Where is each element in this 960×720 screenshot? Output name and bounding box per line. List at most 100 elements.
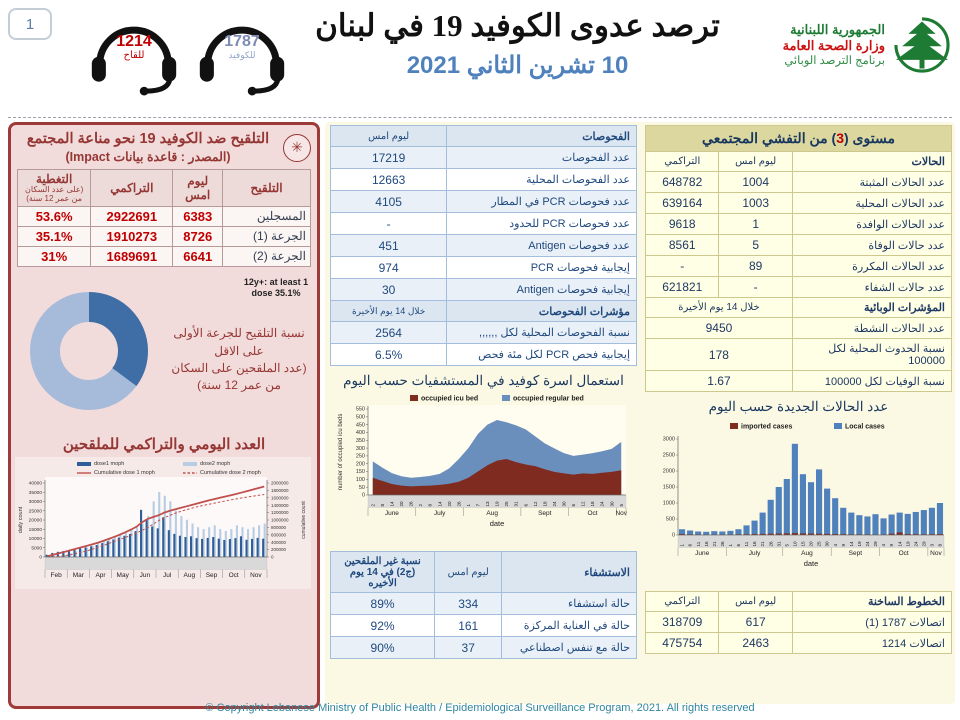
- svg-text:500: 500: [355, 415, 364, 421]
- svg-text:350: 350: [355, 438, 364, 444]
- svg-text:dose2 moph: dose2 moph: [200, 461, 230, 467]
- column-header: نسبة غير الملقحين (ج2) في 14 يوم الأخيره: [329, 551, 436, 593]
- svg-text:Mar: Mar: [73, 572, 85, 579]
- svg-text:15: 15: [800, 541, 805, 547]
- svg-text:1000000: 1000000: [271, 517, 289, 522]
- table-row: عدد الحالات الوافدة 1 9618: [644, 213, 953, 235]
- svg-text:date: date: [489, 519, 504, 528]
- svg-text:26: 26: [768, 541, 773, 547]
- report-date: 10 تشرين الثاني 2021: [406, 52, 629, 80]
- svg-text:0: 0: [361, 493, 364, 499]
- svg-text:20: 20: [399, 501, 404, 507]
- table-row: الجرعة (2) 6641 1689691 31%: [16, 245, 311, 267]
- table-row: عدد فحوصات Antigen 451: [329, 234, 637, 257]
- cases-column: مستوى (3) من التفشي المجتمعي الحالات ليو…: [644, 125, 953, 654]
- svg-text:14: 14: [897, 541, 902, 547]
- new-cases-chart-title: عدد الحالات الجديدة حسب اليوم: [708, 399, 889, 414]
- vaccination-panel-source: (المصدر : قاعدة بيانات Impact): [65, 149, 231, 164]
- column-header: التراكمي: [90, 169, 174, 207]
- column-header: الحالات: [791, 151, 953, 172]
- svg-text:7: 7: [475, 504, 480, 507]
- copyright-notice: © Copyright Lebanese Ministry of Public …: [205, 702, 755, 714]
- column-header: التلقيح: [222, 169, 311, 207]
- svg-text:20: 20: [808, 541, 813, 547]
- svg-text:occupied icu bed: occupied icu bed: [421, 396, 478, 403]
- donut-data-label: 12y+: at least 1 dose 35.1%: [243, 276, 309, 298]
- svg-text:1: 1: [679, 544, 684, 547]
- svg-text:dose1 moph: dose1 moph: [94, 461, 124, 467]
- table-row: عدد فحوصات PCR في المطار 4105: [329, 190, 637, 213]
- outbreak-level: 3: [836, 130, 844, 146]
- ministry-logo: الجمهورية اللبنانية وزارة الصحة العامة ب…: [735, 6, 953, 84]
- svg-text:5: 5: [618, 504, 623, 507]
- svg-text:Oct: Oct: [229, 572, 239, 579]
- svg-text:1: 1: [727, 544, 732, 547]
- svg-text:800000: 800000: [271, 525, 287, 530]
- svg-text:5: 5: [784, 544, 789, 547]
- logo-line1: الجمهورية اللبنانية: [790, 21, 885, 37]
- svg-text:June: June: [384, 510, 398, 517]
- headset-icon: [91, 26, 177, 96]
- svg-text:26: 26: [456, 501, 461, 507]
- column-header: التغطية (على عدد السكان من عمر 12 سنة): [16, 169, 92, 207]
- table-row: إيجابية فحوصات Antigen 30: [329, 278, 637, 301]
- svg-text:July: July: [748, 550, 760, 557]
- hotline-vaccine-number: 1214: [116, 33, 152, 50]
- svg-text:Sep: Sep: [206, 572, 218, 579]
- svg-text:1000: 1000: [662, 501, 674, 507]
- table-row: اتصالات 1787 (1) 617 318709: [644, 611, 953, 633]
- svg-text:Cumulative dose 2 moph: Cumulative dose 2 moph: [200, 470, 261, 476]
- svg-text:Nov: Nov: [250, 572, 262, 579]
- svg-text:13: 13: [485, 501, 490, 507]
- svg-text:400000: 400000: [271, 539, 287, 544]
- svg-text:8: 8: [937, 544, 942, 547]
- header-divider: [8, 117, 952, 118]
- vaccination-donut-chart: [30, 291, 148, 410]
- column-header: التراكمي: [644, 591, 720, 612]
- svg-text:18: 18: [542, 501, 547, 507]
- table-row: عدد الحالات المحلية 1003 639164: [644, 192, 953, 214]
- svg-text:200: 200: [355, 461, 364, 467]
- svg-text:550: 550: [355, 407, 364, 413]
- svg-text:24: 24: [865, 541, 870, 547]
- table-row: نسبة الوفيات لكل 100000 1.67: [645, 370, 953, 392]
- table-row: عدد الحالات المكررة 89-: [644, 255, 953, 277]
- outbreak-table: مستوى (3) من التفشي المجتمعي الحالات ليو…: [644, 125, 953, 392]
- svg-text:3: 3: [929, 544, 934, 547]
- svg-text:31: 31: [776, 541, 781, 547]
- svg-text:Nov: Nov: [615, 510, 627, 517]
- table-row: عدد فحوصات PCR للحدود -: [329, 212, 637, 235]
- svg-text:Aug: Aug: [801, 550, 813, 557]
- svg-text:24: 24: [599, 501, 604, 507]
- column-header: الخطوط الساخنة: [791, 591, 953, 612]
- table-row: عدد الحالات المثبتة 1004 648782: [644, 171, 953, 193]
- svg-text:8: 8: [427, 504, 432, 507]
- svg-text:600000: 600000: [271, 532, 287, 537]
- svg-text:1400000: 1400000: [271, 502, 289, 507]
- tests-table: الفحوصات ليوم امس عدد الفحوصات 17219 عدد ا…: [329, 125, 637, 366]
- table-row: المؤشرات الوبائية خلال 14 يوم الأخيرة: [645, 297, 953, 318]
- table-row: حالة استشفاء 334 89%: [329, 592, 637, 615]
- svg-text:cumulative count: cumulative count: [301, 500, 307, 538]
- table-row: الجرعة (1) 8726 1910273 35.1%: [16, 225, 311, 247]
- table-row: نسبة الحدوث المحلية لكل 100000 178: [645, 338, 953, 371]
- svg-text:200000: 200000: [271, 547, 287, 552]
- svg-text:10: 10: [792, 541, 797, 547]
- svg-text:100: 100: [355, 477, 364, 483]
- svg-text:50: 50: [358, 485, 364, 491]
- svg-text:occupied regular bed: occupied regular bed: [513, 396, 584, 403]
- svg-text:imported cases: imported cases: [741, 424, 792, 431]
- outbreak-level-title: مستوى (3) من التفشي المجتمعي: [645, 125, 952, 152]
- svg-text:5000: 5000: [31, 545, 42, 551]
- column-header: الاستشفاء: [501, 551, 637, 593]
- svg-text:40000: 40000: [29, 480, 43, 486]
- svg-text:Feb: Feb: [50, 572, 62, 579]
- svg-text:4: 4: [881, 544, 886, 547]
- table-row: عدد الفحوصات المحلية 12663: [329, 168, 637, 191]
- svg-text:16: 16: [752, 541, 757, 547]
- table-row: مؤشرات الفحوصات خلال 14 يوم الأخيرة: [329, 300, 637, 322]
- svg-text:Oct: Oct: [898, 550, 908, 557]
- svg-text:9: 9: [889, 544, 894, 547]
